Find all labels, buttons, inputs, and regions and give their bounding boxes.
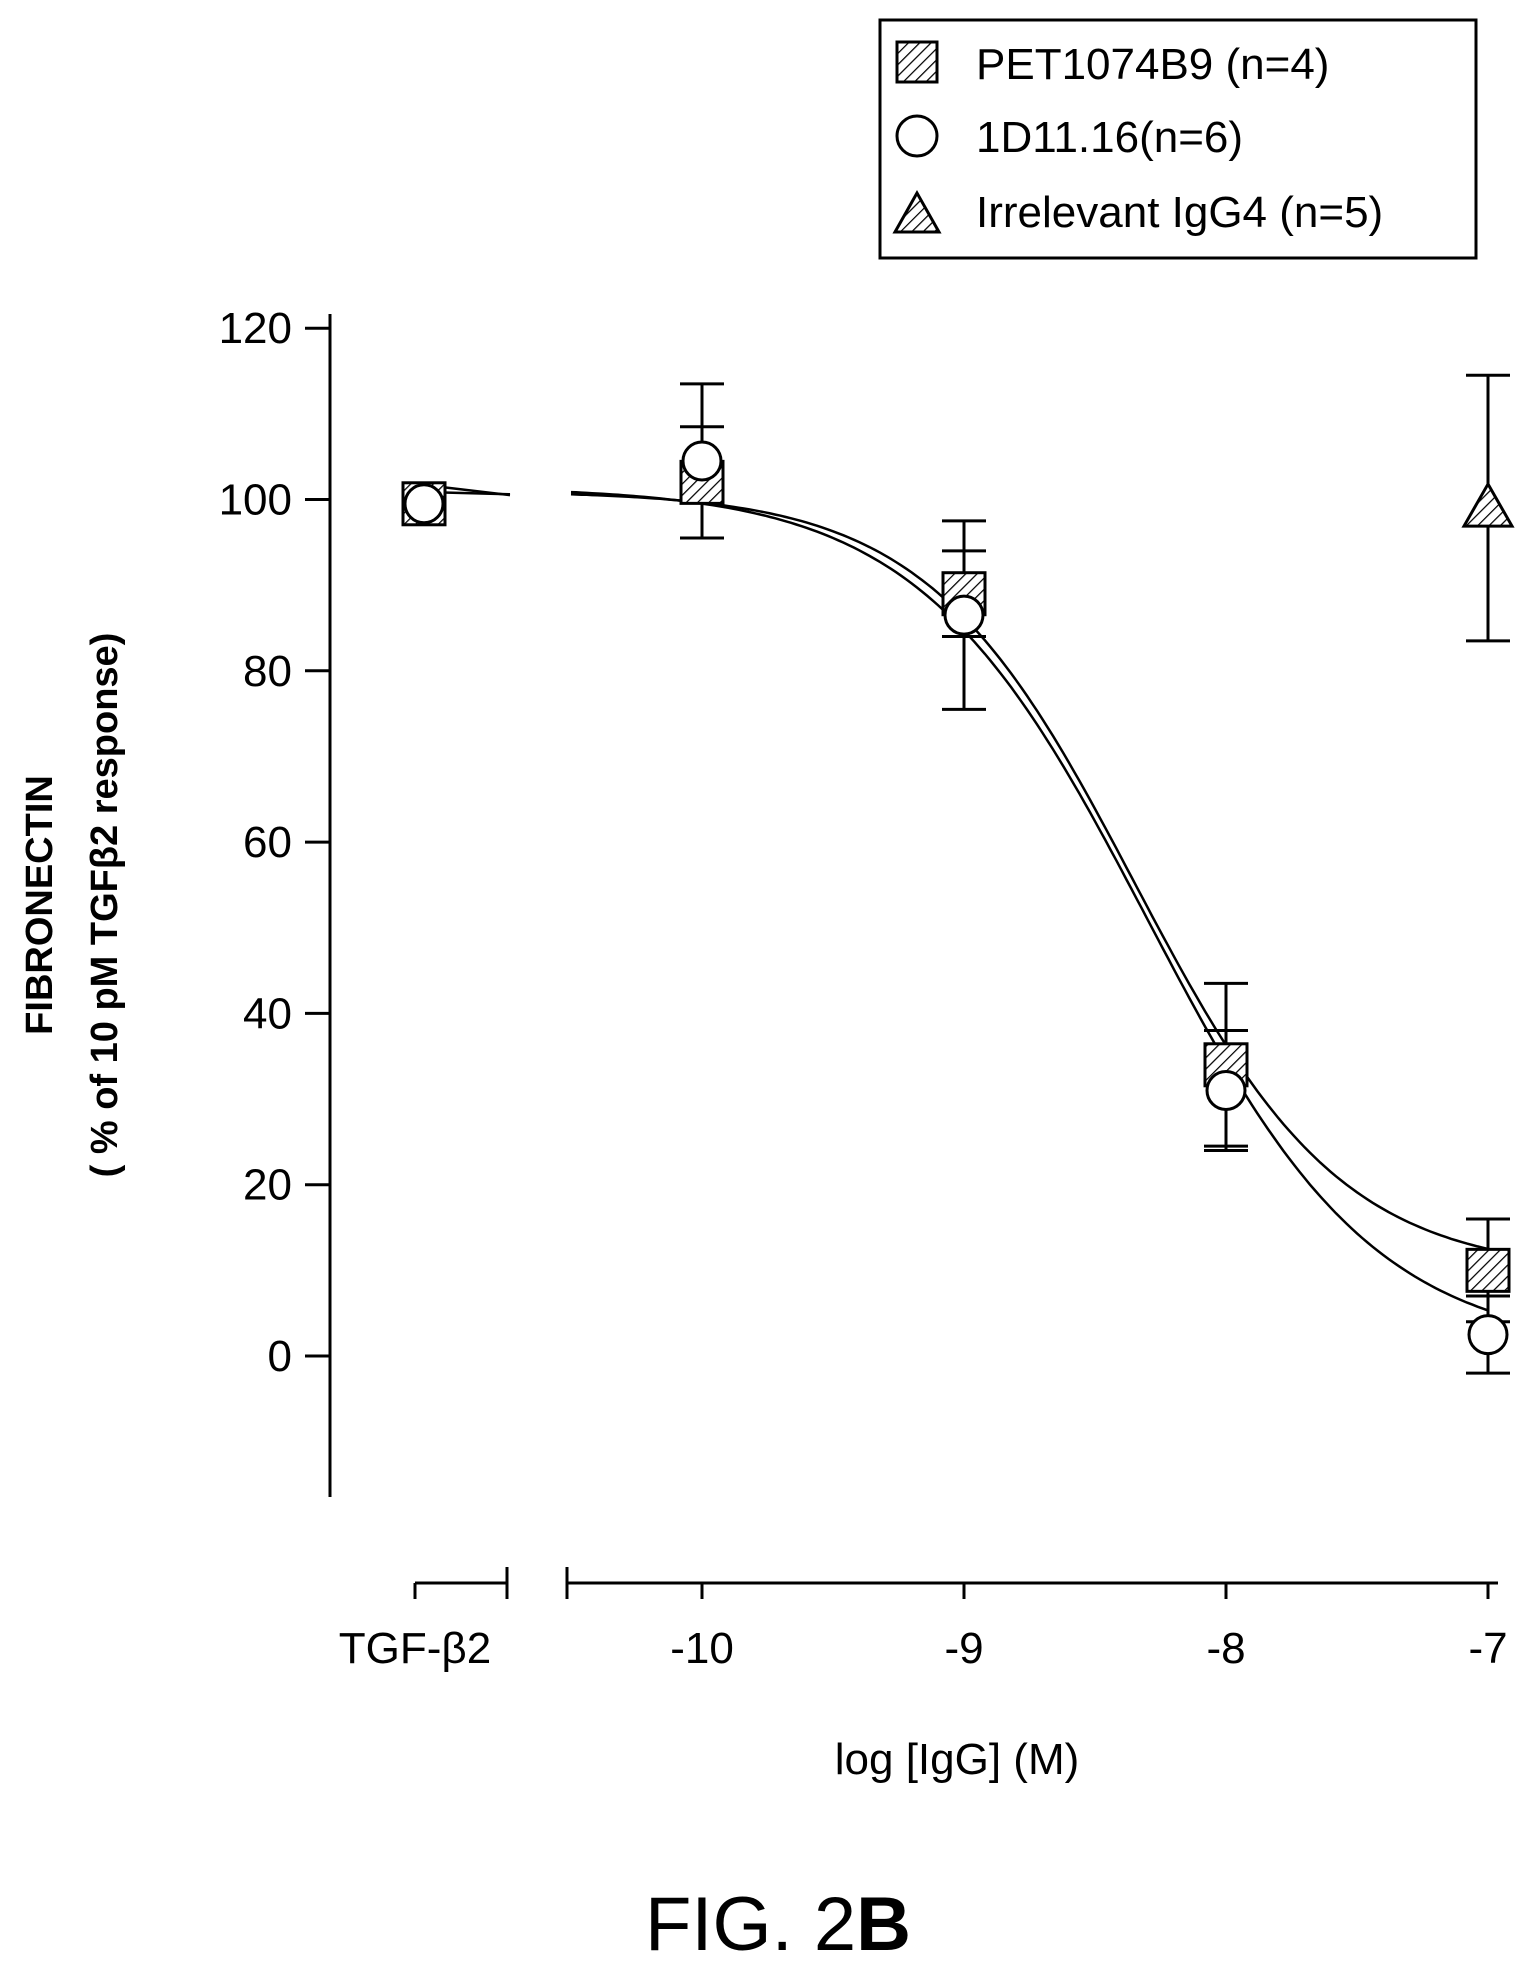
y-axis-title-line1: FIBRONECTIN bbox=[19, 775, 61, 1035]
y-axis-title-line2: ( % of 10 pM TGFβ2 response) bbox=[84, 633, 126, 1178]
y-tick-label: 40 bbox=[243, 989, 292, 1038]
y-axis: 120 100 80 60 40 20 0 bbox=[219, 304, 332, 1497]
legend-frame bbox=[878, 18, 1478, 260]
data-point-1 bbox=[681, 440, 723, 482]
legend: PET1074B9 (n=4) 1D11.16(n=6) Irrelevant … bbox=[878, 18, 1478, 260]
data-point-0 bbox=[1465, 1247, 1511, 1293]
legend-label-irrelevant-igg4: Irrelevant IgG4 (n=5) bbox=[976, 188, 1383, 237]
data-point-1 bbox=[1205, 1069, 1247, 1111]
y-tick-label: 120 bbox=[219, 304, 292, 353]
data-markers bbox=[401, 440, 1515, 1356]
data-point-2 bbox=[1461, 481, 1515, 528]
fit-curves bbox=[433, 484, 1489, 1312]
y-tick-label: 60 bbox=[243, 818, 292, 867]
x-axis-ticks: -10 -9 -8 -7 bbox=[670, 1583, 1508, 1673]
legend-label-1d11: 1D11.16(n=6) bbox=[976, 113, 1243, 162]
x-axis-title: log [IgG] (M) bbox=[835, 1735, 1080, 1784]
data-point-1 bbox=[943, 594, 985, 636]
fit-curve-0 bbox=[570, 493, 1489, 1251]
data-point-1 bbox=[1467, 1314, 1509, 1356]
y-tick-label: 100 bbox=[219, 476, 292, 525]
x-tick-label: -9 bbox=[944, 1624, 983, 1673]
legend-marker-irrelevant-igg4 bbox=[892, 189, 942, 234]
x-tick-label: -8 bbox=[1206, 1624, 1245, 1673]
x-axis: -10 -9 -8 -7 bbox=[565, 1567, 1508, 1673]
control-point-1 bbox=[403, 483, 445, 525]
figure-label: FIG. 2B bbox=[645, 1882, 911, 1967]
x-tick-label: -10 bbox=[670, 1624, 734, 1673]
fit-curve-1 bbox=[570, 490, 1489, 1312]
y-tick-label: 80 bbox=[243, 647, 292, 696]
y-tick-label: 20 bbox=[243, 1161, 292, 1210]
y-axis-ticks: 120 100 80 60 40 20 0 bbox=[219, 304, 330, 1381]
control-tick-label: TGF-β2 bbox=[339, 1624, 491, 1673]
control-plateau-1 bbox=[433, 484, 511, 497]
y-tick-label: 0 bbox=[268, 1332, 292, 1381]
legend-label-pet1074b9: PET1074B9 (n=4) bbox=[976, 40, 1329, 89]
x-tick-label: -7 bbox=[1468, 1624, 1507, 1673]
legend-marker-pet1074b9 bbox=[895, 40, 939, 84]
error-bars bbox=[680, 373, 1510, 1375]
legend-marker-1d11 bbox=[895, 114, 939, 158]
x-axis-control-segment: TGF-β2 bbox=[339, 1567, 509, 1673]
